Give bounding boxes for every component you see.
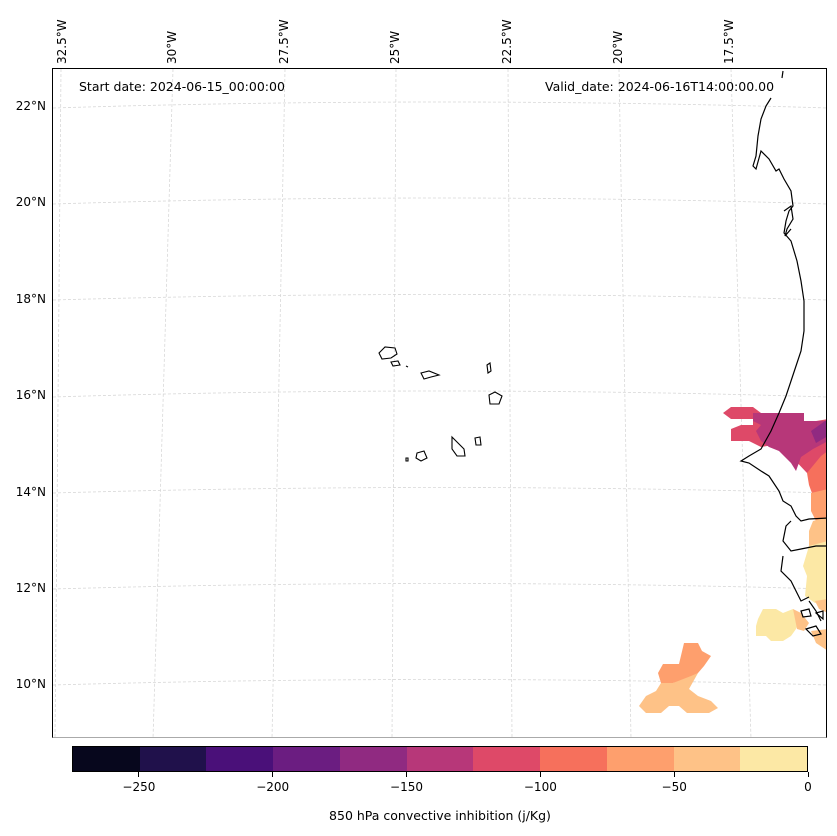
colorbar-segment [673,747,741,771]
gridline-lon-27.5 [271,69,286,737]
colorbar-segment [406,747,474,771]
island-sao-nicolau [420,370,441,380]
colorbar [72,746,808,772]
cin-region-25-offshore [756,609,801,641]
lon-label: 30°W [165,30,179,64]
colorbar-tick [673,772,675,777]
cin-region-175 [811,420,826,443]
island-maio [474,436,482,446]
gridline-lon-30 [152,69,174,737]
lon-label: 20°W [611,30,625,64]
colorbar-segment [139,747,207,771]
island-santa-luzia [405,365,409,368]
gridline-lon-22.5 [507,69,513,737]
colorbar-tick [138,772,140,777]
gridline-lon-25 [391,69,397,737]
gridline-lat-22 [53,101,826,109]
lat-label: 18°N [15,292,46,306]
colorbar-tick-label: −50 [661,780,687,794]
gridline-lon-20 [618,69,632,737]
lat-label: 12°N [15,581,46,595]
cin-field [639,407,826,713]
lat-label: 14°N [15,485,46,499]
colorbar-tick [272,772,274,777]
lat-label: 20°N [15,195,46,209]
gridline-lat-14 [53,487,826,494]
island-fogo [415,450,428,462]
colorbar-segment [339,747,407,771]
lon-label: 32.5°W [55,19,69,64]
island-boa-vista [488,391,503,405]
colorbar-segment [606,747,674,771]
mauritania-bay [783,204,794,237]
cin-region-50-offshore [793,609,809,631]
gridline-lat-20 [53,197,826,205]
colorbar-segment [273,747,340,771]
island-sao-vicente [390,360,401,367]
gridline-lat-12 [53,583,826,590]
gridline-lat-10 [53,679,826,686]
gridlines [53,69,826,737]
colorbar-segment [73,747,140,771]
gridline-lon-17.5 [730,69,752,737]
gridline-lon-32.5 [54,69,62,737]
lat-label: 10°N [15,677,46,691]
cin-region-50-north [809,517,826,549]
lat-label: 22°N [15,99,46,113]
lon-label: 22.5°W [500,19,514,64]
guinea-islands [800,608,824,637]
cin-region-75 [811,489,826,521]
lat-label: 16°N [15,388,46,402]
lon-label: 17.5°W [722,19,736,64]
cin-region-150 [753,413,826,471]
cin-region-50-bissau [811,629,826,650]
coastline [739,70,826,637]
gridline-lat-18 [53,294,826,301]
cin-region-25-coast [803,541,826,603]
colorbar-tick-label: −200 [256,780,290,794]
island-santiago [451,435,466,457]
colorbar-segment [540,747,607,771]
colorbar-segment [206,747,274,771]
colorbar-tick-label: −100 [523,780,557,794]
colorbar-tick [406,772,408,777]
island-brava [405,457,409,462]
africa-coastline [739,70,826,622]
colorbar-title: 850 hPa convective inhibition (j/Kg) [329,808,551,823]
cin-region-100 [807,452,826,496]
colorbar-segment [473,747,541,771]
cin-region-50-blob [639,673,718,713]
colorbar-tick-label: −250 [122,780,156,794]
colorbar-tick [807,772,809,777]
map-canvas [53,69,826,737]
island-santo-antao [378,346,398,360]
cape-verde-islands [378,346,503,462]
lon-label: 27.5°W [277,19,291,64]
colorbar-tick [539,772,541,777]
lon-label: 25°W [388,30,402,64]
cin-region-50-south [815,599,826,613]
map-panel[interactable]: Start date: 2024-06-15_00:00:00 Valid_da… [52,68,827,738]
colorbar-tick-label: −150 [390,780,424,794]
cin-region-75-blob [658,643,711,683]
colorbar-tick-label: 0 [804,780,812,794]
colorbar-segment [740,747,808,771]
valid-date-annotation: Valid_date: 2024-06-16T14:00:00.00 [545,79,775,94]
island-sal [486,362,492,374]
gridline-lat-16 [53,390,826,398]
start-date-annotation: Start date: 2024-06-15_00:00:00 [79,79,285,94]
